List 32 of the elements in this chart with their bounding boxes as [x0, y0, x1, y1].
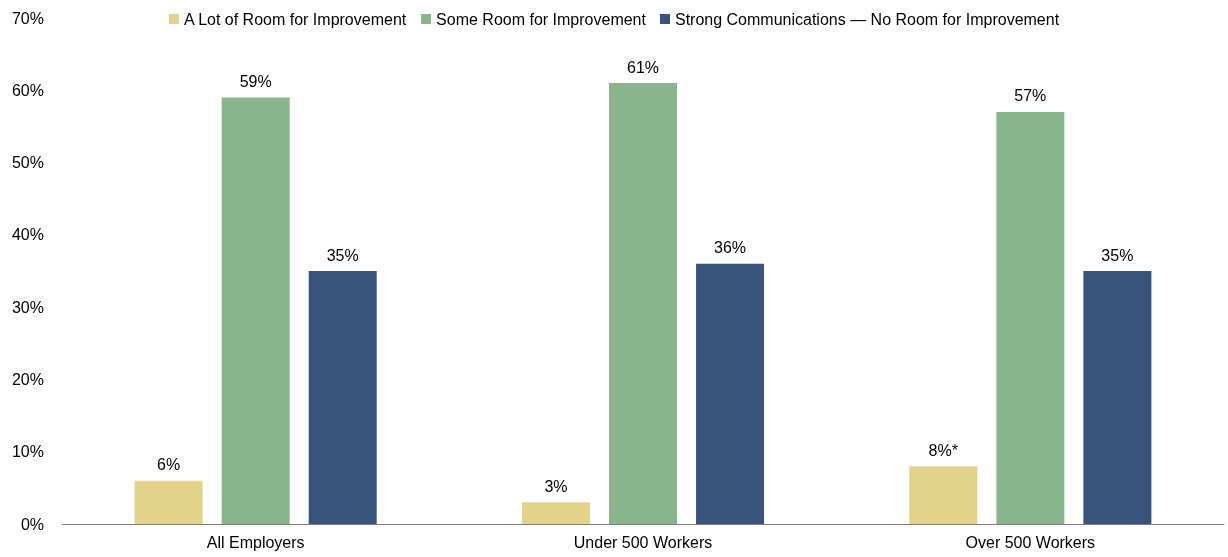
- y-tick-label: 20%: [11, 370, 44, 388]
- data-label: 35%: [1101, 246, 1134, 264]
- legend-label: Strong Communications — No Room for Improvement: [674, 10, 1060, 28]
- bar: [134, 480, 203, 524]
- data-label: 61%: [626, 58, 660, 76]
- data-label: 36%: [714, 239, 747, 257]
- bar: [1083, 271, 1152, 524]
- data-label: 35%: [326, 246, 359, 264]
- y-tick-label: 70%: [11, 9, 44, 27]
- data-label: 59%: [239, 73, 272, 91]
- data-label: 57%: [1014, 87, 1047, 105]
- y-tick-label: 30%: [11, 298, 44, 316]
- data-label: 6%: [157, 456, 181, 474]
- bar: [909, 466, 978, 524]
- data-label: 3%: [544, 477, 568, 495]
- bar: [696, 263, 765, 524]
- legend-label: Some Room for Improvement: [436, 10, 647, 28]
- y-tick-label: 40%: [11, 226, 44, 244]
- legend-label: A Lot of Room for Improvement: [183, 10, 407, 28]
- y-tick-label: 60%: [11, 81, 44, 99]
- x-tick-label: Under 500 Workers: [573, 533, 713, 551]
- y-tick-label: 50%: [11, 154, 44, 172]
- y-tick-label: 0%: [20, 515, 44, 533]
- y-tick-label: 10%: [11, 443, 44, 461]
- x-tick-label: Over 500 Workers: [965, 533, 1096, 551]
- bar: [308, 271, 377, 524]
- bar: [221, 97, 290, 524]
- x-tick-label: All Employers: [206, 533, 305, 551]
- bar: [609, 83, 677, 524]
- bar: [521, 502, 590, 524]
- data-label: 8%*: [928, 441, 958, 459]
- bar: [996, 111, 1065, 524]
